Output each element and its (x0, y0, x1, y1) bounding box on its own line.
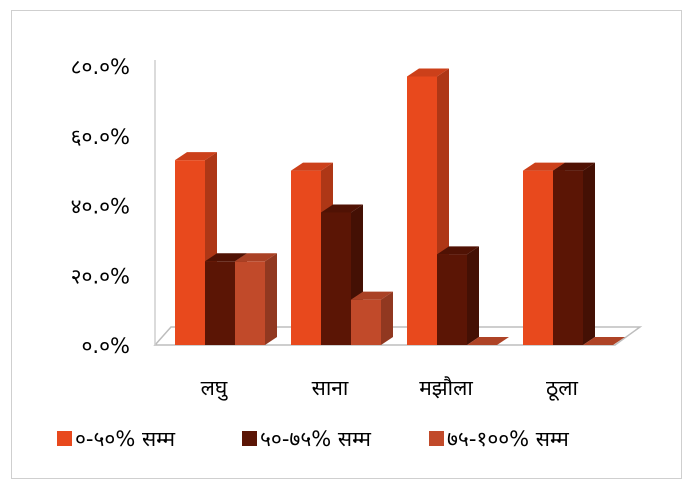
bar-top (205, 253, 247, 262)
x-category-label: लघु (201, 376, 229, 401)
bar-front (205, 261, 235, 345)
legend-label: ५०-७५% सम्म (260, 427, 371, 451)
bar-front (553, 170, 583, 345)
legend-label: ७५-१००% सम्म (447, 427, 569, 451)
bar-top (321, 204, 363, 213)
legend-swatch (429, 431, 444, 446)
x-category-label: मझौला (419, 376, 473, 400)
bar-top (523, 162, 565, 171)
y-tick-label: ६०.०% (71, 125, 130, 149)
bar (583, 337, 625, 345)
bar-front (523, 170, 553, 345)
bar-side (381, 291, 393, 345)
legend-swatch (57, 431, 72, 446)
legend-swatch (242, 431, 257, 446)
bar (467, 337, 509, 345)
bar (351, 291, 393, 345)
x-category-label: साना (312, 376, 349, 400)
bar-side (265, 253, 277, 345)
legend-entry: ५०-७५% सम्म (242, 427, 371, 451)
bar-front (407, 76, 437, 346)
bar-front (437, 254, 467, 345)
bar-front (235, 261, 265, 345)
bar-top (351, 291, 393, 300)
bar-top (437, 246, 479, 255)
bar-top (291, 162, 333, 171)
y-tick-label: ४०.०% (71, 195, 130, 219)
y-tick-label: २०.०% (71, 264, 130, 288)
bar-front (175, 160, 205, 345)
bar-top (553, 162, 595, 171)
bar-side (467, 246, 479, 345)
legend-label: ०-५०% सम्म (75, 427, 175, 451)
bar-front (321, 212, 351, 345)
legend-entry: ०-५०% सम्म (57, 427, 175, 451)
y-tick-label: ८०.०% (71, 55, 130, 79)
bar-top (175, 152, 217, 161)
y-tick-label: ०.०% (82, 334, 130, 358)
bar (235, 253, 277, 345)
bar-top (467, 337, 509, 345)
bar (553, 162, 595, 345)
bar-top (235, 253, 277, 262)
bar-front (351, 299, 381, 345)
bar (437, 246, 479, 345)
legend-entry: ७५-१००% सम्म (429, 427, 569, 451)
bar-top (583, 337, 625, 345)
x-category-label: ठूला (546, 376, 578, 401)
bar-front (291, 170, 321, 345)
bar-top (407, 68, 449, 77)
bar-side (583, 162, 595, 345)
